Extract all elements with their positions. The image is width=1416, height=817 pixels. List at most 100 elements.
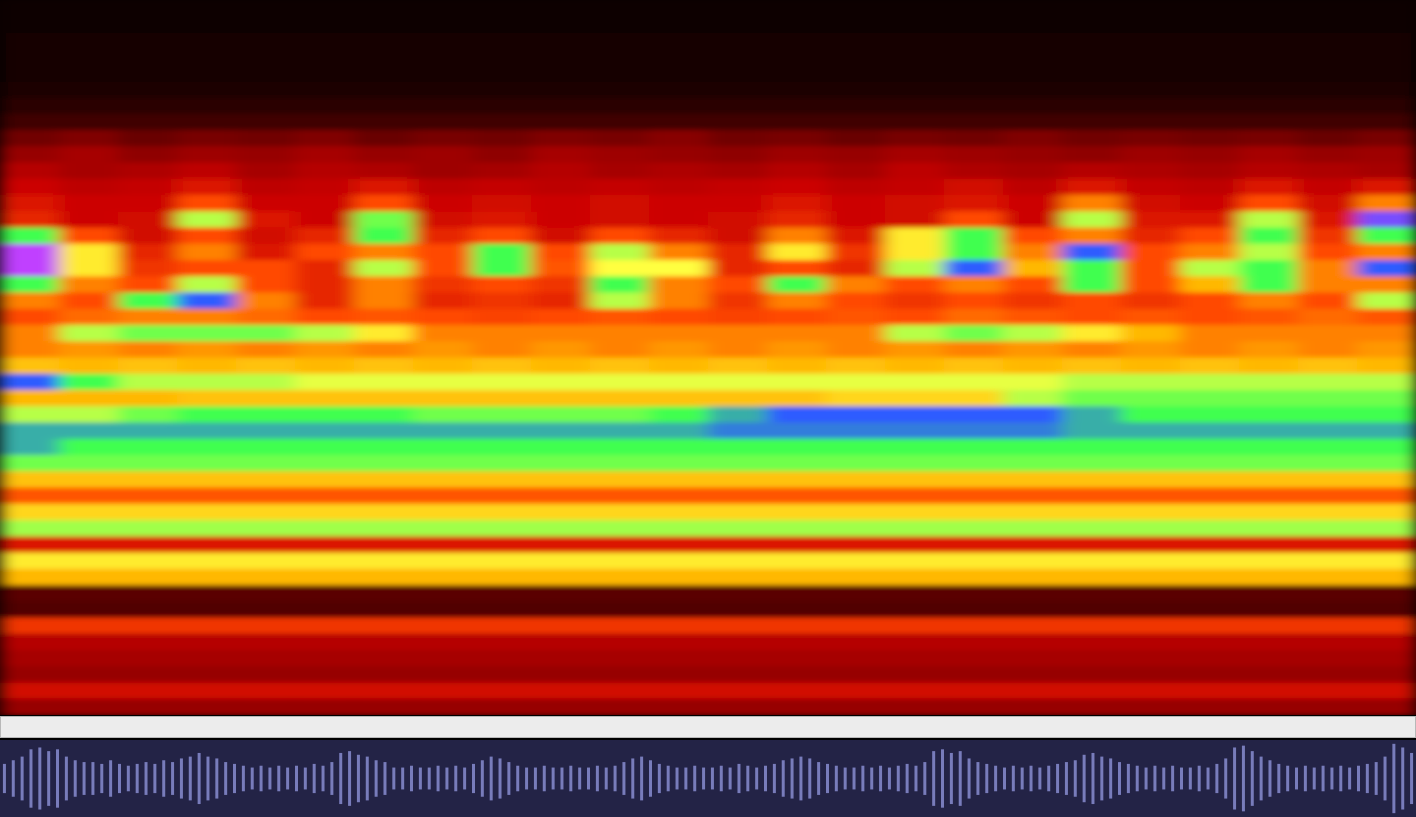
heatmap-cell	[354, 49, 414, 66]
heatmap-cell	[944, 81, 1004, 98]
heatmap-plot	[0, 0, 1416, 715]
waveform-sample	[994, 766, 997, 792]
heatmap-cell	[767, 520, 827, 537]
heatmap-cell	[1298, 471, 1358, 488]
heatmap-cell	[944, 195, 1004, 212]
heatmap-cell	[531, 325, 591, 342]
waveform-sample	[56, 749, 59, 807]
waveform-sample	[1012, 766, 1015, 792]
heatmap-cell	[413, 536, 473, 553]
heatmap-cell	[1121, 195, 1181, 212]
heatmap-cell	[295, 423, 355, 440]
heatmap-cell	[59, 585, 119, 602]
heatmap-cell	[1180, 163, 1240, 180]
heatmap-cell	[354, 0, 414, 17]
heatmap-cell	[826, 423, 886, 440]
heatmap-cell	[236, 16, 296, 33]
heatmap-cell	[472, 244, 532, 261]
waveform-sample	[737, 764, 740, 793]
heatmap-cell	[1180, 65, 1240, 82]
heatmap-cell	[767, 488, 827, 505]
heatmap-cell	[944, 439, 1004, 456]
heatmap-cell	[531, 650, 591, 667]
heatmap-cell	[0, 455, 60, 472]
heatmap-cell	[944, 471, 1004, 488]
heatmap-cell	[1298, 228, 1358, 245]
heatmap-cell	[885, 49, 945, 66]
heatmap-cell	[1003, 341, 1063, 358]
heatmap-cell	[1180, 195, 1240, 212]
heatmap-cell	[1121, 293, 1181, 310]
waveform-sample	[1207, 768, 1210, 790]
heatmap-cell	[177, 33, 237, 50]
heatmap-cell	[649, 341, 709, 358]
waveform-sample	[224, 762, 227, 795]
waveform-sample	[233, 764, 236, 793]
heatmap-cell	[1298, 114, 1358, 131]
heatmap-cell	[0, 650, 60, 667]
heatmap-cell	[1239, 601, 1299, 618]
heatmap-cell	[826, 81, 886, 98]
heatmap-cell	[413, 81, 473, 98]
waveform-sample	[366, 757, 369, 801]
heatmap-cell	[177, 683, 237, 700]
heatmap-cell	[1003, 553, 1063, 570]
heatmap-cell	[944, 0, 1004, 17]
heatmap-cell	[590, 390, 650, 407]
heatmap-cell	[1180, 81, 1240, 98]
heatmap-cell	[1180, 49, 1240, 66]
heatmap-cell	[826, 98, 886, 115]
heatmap-cell	[1357, 504, 1416, 521]
heatmap-cell	[767, 195, 827, 212]
heatmap-cell	[354, 130, 414, 147]
heatmap-cell	[826, 65, 886, 82]
heatmap-cell	[354, 439, 414, 456]
heatmap-cell	[472, 179, 532, 196]
waveform-plot	[4, 744, 1411, 813]
heatmap-cell	[177, 553, 237, 570]
heatmap-cell	[944, 666, 1004, 683]
heatmap-cell	[472, 81, 532, 98]
heatmap-cell	[0, 358, 60, 375]
heatmap-cell	[767, 650, 827, 667]
heatmap-cell	[531, 0, 591, 17]
heatmap-cell	[1180, 276, 1240, 293]
heatmap-cell	[649, 114, 709, 131]
heatmap-cell	[177, 309, 237, 326]
heatmap-cell	[1121, 471, 1181, 488]
heatmap-cell	[649, 455, 709, 472]
heatmap-cell	[1062, 244, 1122, 261]
heatmap-cell	[1121, 179, 1181, 196]
scroll-bar[interactable]	[1, 717, 1416, 738]
heatmap-cell	[118, 683, 178, 700]
heatmap-cell	[0, 114, 60, 131]
heatmap-cell	[413, 553, 473, 570]
heatmap-cell	[708, 536, 768, 553]
waveform-sample	[861, 766, 864, 792]
heatmap-cell	[177, 423, 237, 440]
heatmap-cell	[177, 520, 237, 537]
heatmap-cell	[1062, 650, 1122, 667]
heatmap-cell	[413, 276, 473, 293]
heatmap-cell	[1003, 16, 1063, 33]
heatmap-cell	[1298, 146, 1358, 163]
heatmap-cell	[1357, 618, 1416, 635]
heatmap-cell	[1357, 49, 1416, 66]
heatmap-cell	[1239, 699, 1299, 715]
heatmap-cell	[531, 211, 591, 228]
heatmap-cell	[649, 423, 709, 440]
heatmap-cell	[413, 650, 473, 667]
waveform-sample	[1021, 768, 1024, 790]
waveform-sample	[1100, 757, 1103, 801]
heatmap-cell	[767, 65, 827, 82]
waveform-sample	[578, 768, 581, 790]
heatmap-cell	[944, 618, 1004, 635]
waveform-sample	[711, 768, 714, 790]
heatmap-cell	[1062, 228, 1122, 245]
heatmap-cell	[590, 228, 650, 245]
heatmap-cell	[885, 309, 945, 326]
heatmap-cell	[295, 325, 355, 342]
heatmap-cell	[1357, 390, 1416, 407]
heatmap-cell	[59, 211, 119, 228]
heatmap-cell	[1239, 650, 1299, 667]
